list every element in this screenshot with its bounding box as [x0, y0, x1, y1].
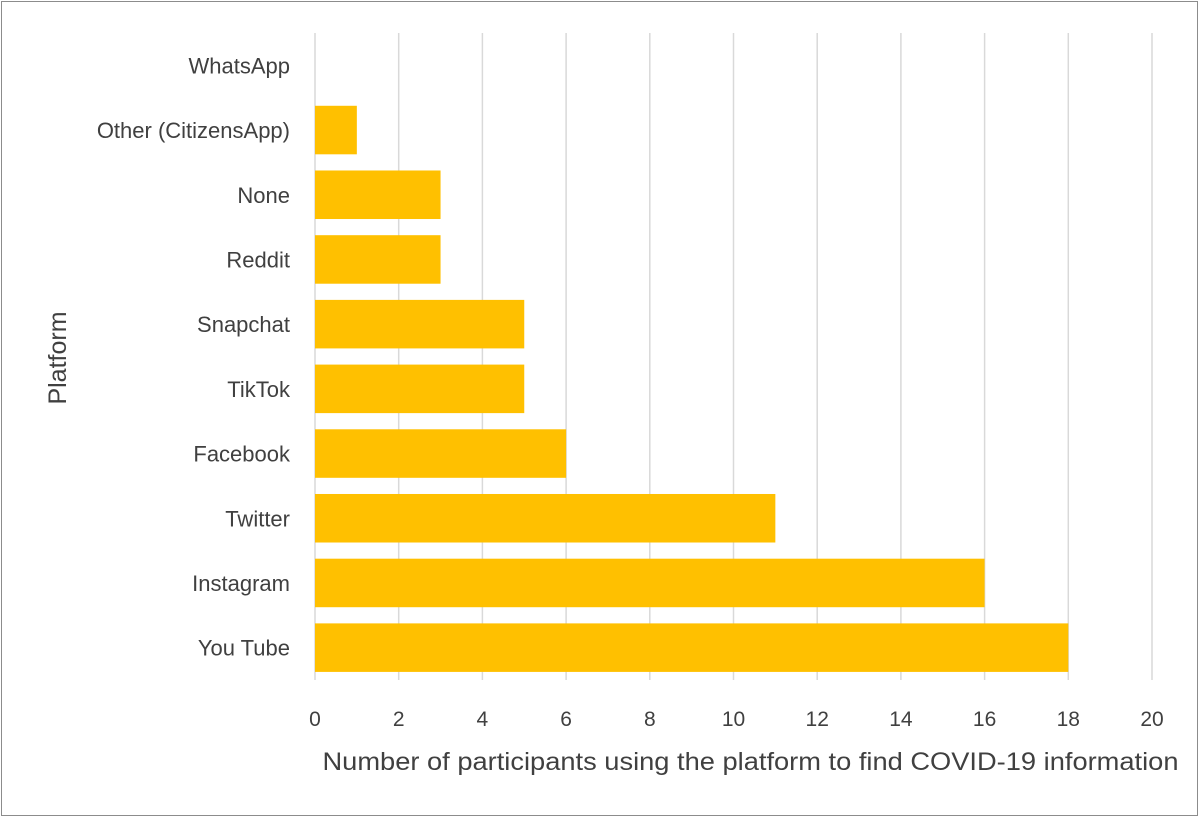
category-label: Snapchat	[197, 312, 290, 337]
category-label: WhatsApp	[189, 53, 291, 78]
x-tick-label: 20	[1140, 708, 1163, 731]
x-tick-label: 4	[477, 708, 489, 731]
category-label: None	[237, 183, 290, 208]
category-label: Reddit	[226, 247, 290, 272]
bar	[315, 364, 525, 414]
bars	[315, 105, 1069, 672]
category-label: Facebook	[193, 442, 291, 467]
category-label: Other (CitizensApp)	[97, 118, 290, 143]
x-tick-label: 14	[889, 708, 913, 731]
y-axis-title: Platform	[44, 311, 72, 404]
x-tick-label: 16	[973, 708, 996, 731]
bar	[315, 299, 525, 349]
bar	[315, 105, 357, 155]
bar	[315, 493, 776, 543]
x-axis-title: Number of participants using the platfor…	[323, 748, 1179, 776]
bar	[315, 170, 441, 220]
category-label: Instagram	[192, 571, 290, 596]
category-label: You Tube	[198, 636, 290, 661]
x-tick-label: 0	[309, 708, 321, 731]
x-tick-label: 10	[722, 708, 745, 731]
x-tick-label: 8	[644, 708, 656, 731]
category-label: Twitter	[225, 506, 290, 531]
category-label: TikTok	[227, 377, 291, 402]
x-tick-label: 18	[1057, 708, 1080, 731]
bar	[315, 429, 567, 478]
bar	[315, 558, 985, 608]
x-tick-labels: 0 2 4 6 8 10 12 14 16 18 20	[309, 708, 1164, 731]
x-tick-label: 2	[393, 708, 405, 731]
x-tick-label: 6	[560, 708, 572, 731]
x-tick-label: 12	[806, 708, 829, 731]
category-labels: WhatsApp Other (CitizensApp) None Reddit Sna…	[97, 53, 291, 660]
bar	[315, 235, 441, 284]
bar	[315, 623, 1069, 672]
